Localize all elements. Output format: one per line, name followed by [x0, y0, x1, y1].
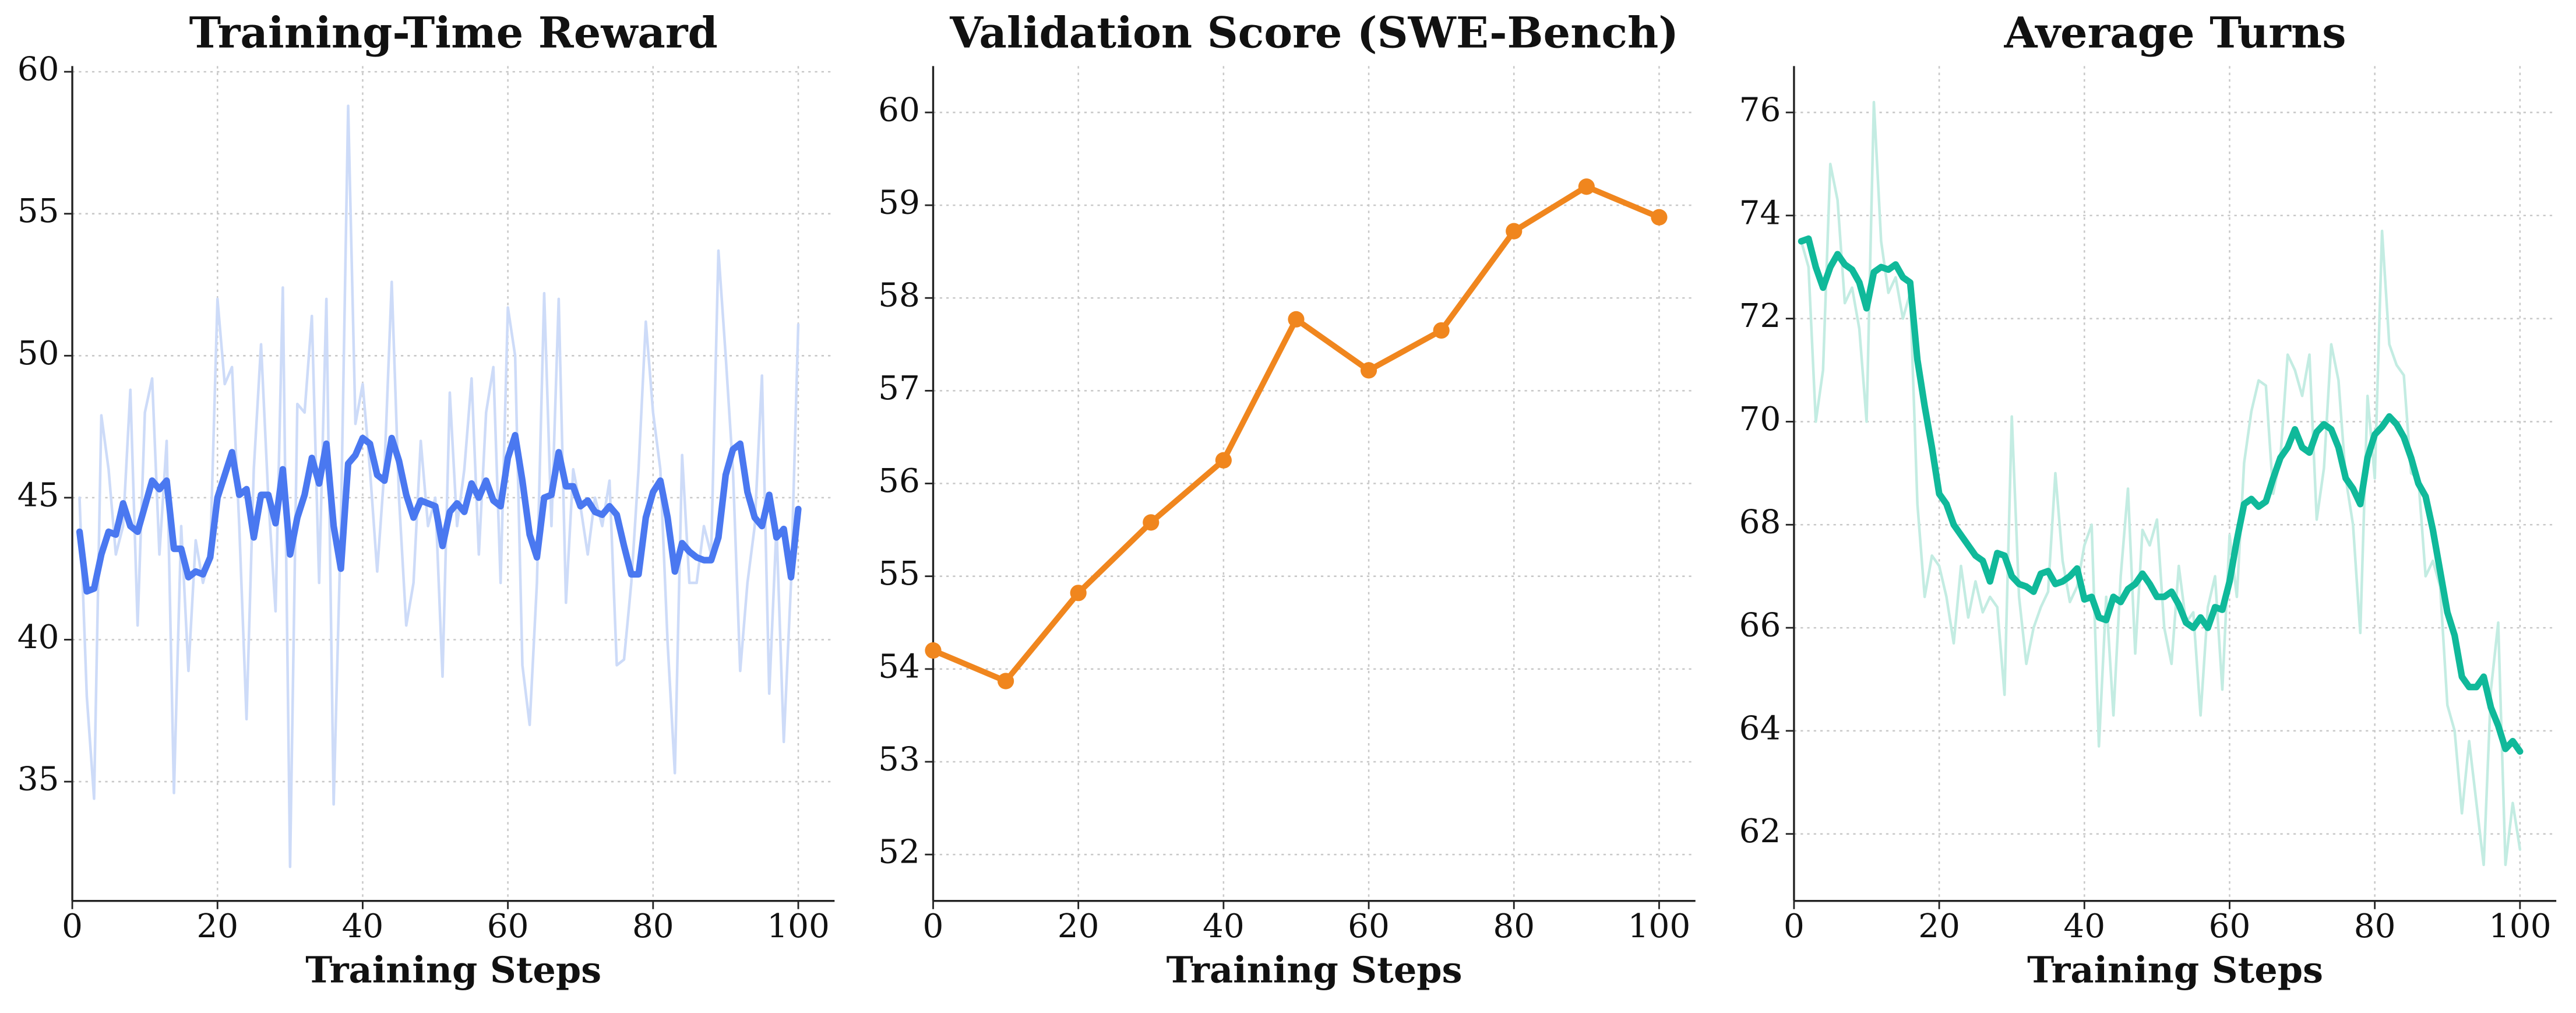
- marker: [1360, 362, 1377, 379]
- x-tick-label: 40: [342, 908, 384, 945]
- x-tick-label: 100: [767, 908, 830, 945]
- subplot: 62 64 66 68 70 72 74 76 0 20 40 60 80 100 Average Turn…: [1739, 8, 2557, 991]
- chart-title: Validation Score (SWE-Bench): [949, 8, 1679, 58]
- y-tick-label: 40: [17, 618, 59, 656]
- marker: [1578, 178, 1595, 195]
- x-tick-label: 60: [487, 908, 529, 945]
- y-tick-label: 72: [1739, 297, 1781, 335]
- subplot: 52 53 54 55 56 57 58 59 60 0 20 40 60 80 100 Validation…: [878, 8, 1696, 991]
- y-tick-label: 54: [878, 648, 920, 685]
- y-tick-label: 70: [1739, 400, 1781, 438]
- y-tick-label: 55: [17, 192, 59, 230]
- x-tick-label: 40: [1203, 908, 1245, 945]
- subplot: 35 40 45 50 55 60 0 20 40 60 80 100 Training-Time Re…: [17, 8, 835, 991]
- y-tick-label: 76: [1739, 91, 1781, 129]
- x-tick-label: 100: [1628, 908, 1691, 945]
- x-tick-label: 20: [1918, 908, 1960, 945]
- x-tick-label: 20: [196, 908, 238, 945]
- x-tick-label: 80: [632, 908, 674, 945]
- x-tick-label: 40: [2063, 908, 2105, 945]
- line: [76, 432, 802, 595]
- x-tick-label: 80: [2354, 908, 2396, 945]
- y-tick-label: 58: [878, 277, 920, 315]
- y-tick-label: 56: [878, 462, 920, 500]
- y-tick-label: 64: [1739, 709, 1781, 747]
- y-tick-label: 57: [878, 370, 920, 407]
- line: [78, 104, 800, 868]
- y-tick-label: 60: [878, 91, 920, 129]
- y-tick-label: 35: [17, 761, 59, 799]
- y-tick-label: 62: [1739, 812, 1781, 850]
- marker: [1651, 209, 1668, 226]
- line: [1800, 101, 2522, 867]
- x-tick-label: 0: [1784, 908, 1805, 945]
- x-tick-label: 0: [62, 908, 83, 945]
- marker: [925, 642, 942, 659]
- line: [1798, 235, 2524, 755]
- y-tick-label: 68: [1739, 504, 1781, 541]
- y-tick-label: 45: [17, 476, 59, 514]
- y-tick-label: 74: [1739, 194, 1781, 232]
- x-axis-label: Training Steps: [305, 949, 601, 991]
- x-tick-label: 60: [2209, 908, 2251, 945]
- marker: [1215, 452, 1232, 469]
- chart-title: Average Turns: [2004, 8, 2346, 58]
- chart-title: Training-Time Reward: [189, 8, 718, 58]
- line: [930, 184, 1662, 684]
- x-tick-label: 60: [1348, 908, 1390, 945]
- marker: [1143, 514, 1160, 531]
- y-tick-label: 53: [878, 740, 920, 778]
- marker: [997, 673, 1014, 690]
- marker: [1433, 322, 1450, 339]
- y-tick-label: 50: [17, 335, 59, 372]
- x-tick-label: 20: [1058, 908, 1100, 945]
- marker: [1070, 585, 1087, 602]
- y-tick-label: 52: [878, 833, 920, 871]
- x-tick-label: 100: [2489, 908, 2552, 945]
- y-tick-label: 59: [878, 184, 920, 222]
- y-tick-label: 60: [17, 51, 59, 89]
- marker: [1288, 311, 1305, 328]
- y-tick-label: 55: [878, 555, 920, 593]
- x-axis-label: Training Steps: [1167, 949, 1463, 991]
- x-axis-label: Training Steps: [2027, 949, 2323, 991]
- x-tick-label: 0: [923, 908, 944, 945]
- x-tick-label: 80: [1493, 908, 1535, 945]
- y-tick-label: 66: [1739, 607, 1781, 645]
- marker: [1506, 223, 1523, 240]
